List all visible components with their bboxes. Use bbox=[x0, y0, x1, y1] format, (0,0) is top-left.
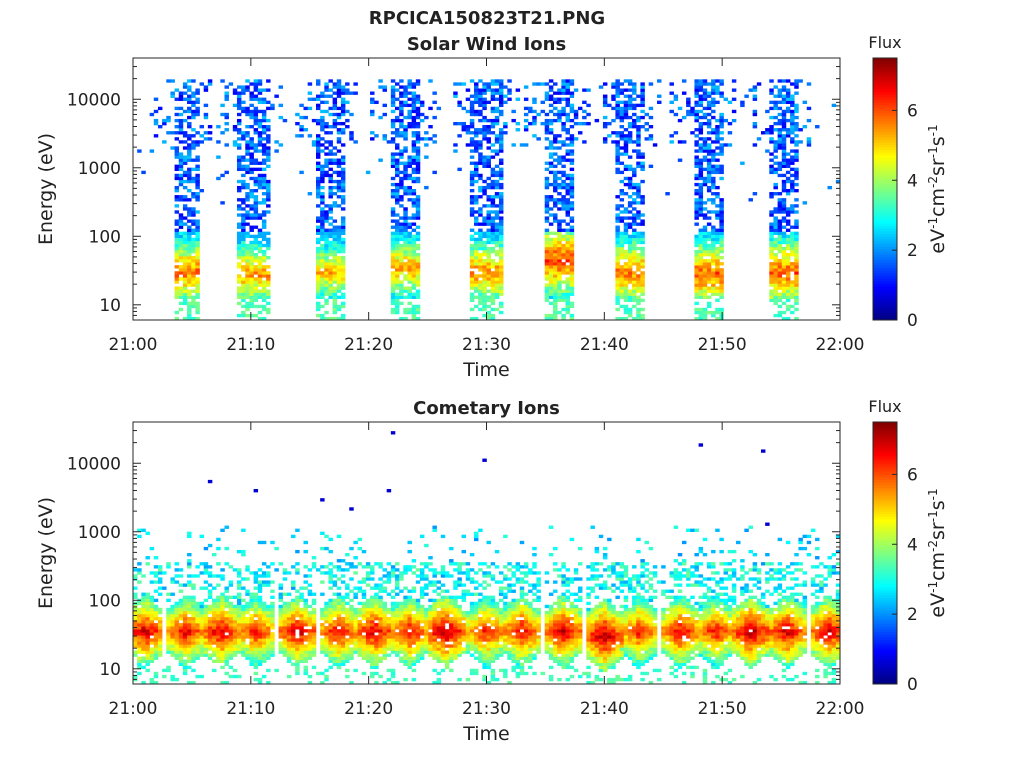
x-tick-label: 21:00 bbox=[109, 699, 158, 719]
colorbar-tick-label: 2 bbox=[907, 605, 918, 625]
colorbar-tick-label: 0 bbox=[907, 311, 918, 331]
y-tick-label: 10000 bbox=[67, 454, 121, 474]
x-tick-label: 21:30 bbox=[462, 335, 511, 355]
panel-title: Solar Wind Ions bbox=[407, 34, 566, 55]
x-tick-label: 21:50 bbox=[698, 335, 747, 355]
colorbar-title: Flux bbox=[868, 33, 901, 52]
colorbar-unit-label: eV-1cm-2sr-1s-1 bbox=[926, 124, 949, 253]
x-tick-label: 21:40 bbox=[580, 335, 629, 355]
solar-wind-ions-panel: Solar Wind Ions 10 100 1000 10000 21:00 21:10 2… bbox=[35, 33, 949, 381]
y-axis-label: Energy (eV) bbox=[35, 133, 57, 245]
x-axis-label: Time bbox=[462, 359, 510, 381]
colorbar-tick-label: 4 bbox=[907, 535, 918, 555]
y-tick-label: 100 bbox=[89, 227, 121, 247]
x-tick-label: 21:10 bbox=[226, 335, 275, 355]
colorbar: Flux 0 2 4 6 eV-1cm-2sr-1s-1 bbox=[868, 33, 949, 331]
x-tick-label: 21:30 bbox=[462, 699, 511, 719]
x-tick-label: 21:40 bbox=[580, 699, 629, 719]
colorbar-title: Flux bbox=[868, 397, 901, 416]
y-tick-label: 1000 bbox=[78, 159, 121, 179]
x-tick-label: 22:00 bbox=[816, 335, 865, 355]
colorbar-tick-label: 4 bbox=[907, 171, 918, 191]
y-tick-label: 1000 bbox=[78, 523, 121, 543]
x-tick-label: 21:20 bbox=[344, 699, 393, 719]
y-tick-label: 10000 bbox=[67, 90, 121, 110]
x-axis-label: Time bbox=[462, 723, 510, 745]
colorbar-tick-label: 0 bbox=[907, 675, 918, 695]
x-tick-label: 21:20 bbox=[344, 335, 393, 355]
y-tick-label: 100 bbox=[89, 591, 121, 611]
x-tick-label: 21:00 bbox=[109, 335, 158, 355]
figure-title: RPCICA150823T21.PNG bbox=[369, 8, 605, 29]
colorbar: Flux 0 2 4 6 eV-1cm-2sr-1s-1 bbox=[868, 397, 949, 695]
colorbar-tick-label: 6 bbox=[907, 465, 918, 485]
y-tick-label: 10 bbox=[99, 660, 121, 680]
y-tick-label: 10 bbox=[99, 296, 121, 316]
colorbar-unit-label: eV-1cm-2sr-1s-1 bbox=[926, 488, 949, 617]
y-axis-label: Energy (eV) bbox=[35, 497, 57, 609]
colorbar-tick-label: 6 bbox=[907, 101, 918, 121]
panel-title: Cometary Ions bbox=[413, 398, 560, 419]
x-tick-label: 22:00 bbox=[816, 699, 865, 719]
x-tick-label: 21:50 bbox=[698, 699, 747, 719]
cometary-ions-panel: Cometary Ions 10 100 1000 10000 21:00 21:10 21:… bbox=[35, 397, 949, 745]
x-tick-label: 21:10 bbox=[226, 699, 275, 719]
colorbar-tick-label: 2 bbox=[907, 241, 918, 261]
